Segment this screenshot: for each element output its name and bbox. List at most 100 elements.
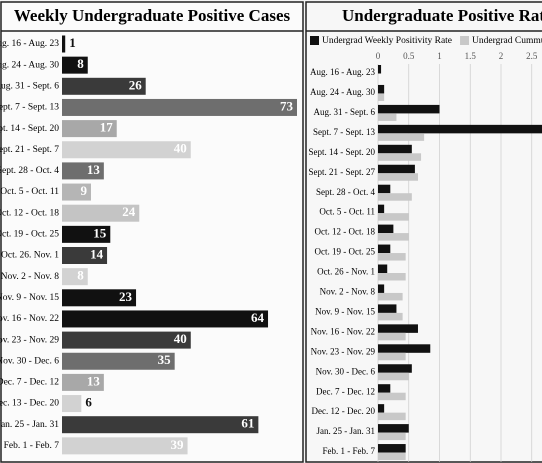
y-tick-label: Dec. 12 - Dec. 20 [312,406,376,416]
y-tick-label: Aug. 16 - Aug. 23 [310,67,375,77]
y-tick-label: Nov. 23 - Nov. 29 [311,346,376,356]
x-tick-label: 1 [437,51,442,61]
y-tick-label: Oct. 12 - Oct. 18 [315,227,376,237]
y-tick-label: Sept. 28 - Oct. 4 [0,166,59,176]
y-tick-label: Oct. 19 - Oct. 25 [0,230,59,240]
bar [62,247,108,264]
bar [378,124,542,134]
legend-label: Undergrad Weekly Positivity Rate [322,36,452,46]
y-tick-label: Feb. 1 - Feb. 7 [323,446,376,456]
bar [62,289,137,307]
value-label: 15 [93,225,107,240]
legend-swatch [460,36,470,45]
y-tick-label: Oct. 26 - Nov. 1 [317,267,375,277]
bar [62,331,191,349]
bar [378,113,397,121]
bar [62,204,140,222]
bar [378,253,406,261]
legend-swatch [310,36,319,45]
bar [378,213,409,221]
chart-title: Weekly Undergraduate Positive Cases [14,6,291,25]
y-tick-label: Aug. 16 - Aug. 23 [0,39,59,49]
y-tick-label: Oct. 12 - Oct. 18 [0,208,59,218]
y-tick-label: Feb. 1 - Feb. 7 [4,441,60,451]
x-tick-label: 0 [376,51,381,61]
value-label: 64 [251,310,265,325]
x-tick-label: 0.5 [403,51,415,61]
bar [62,395,82,413]
bar [378,424,409,433]
bar [378,364,412,373]
y-tick-label: Nov. 2 - Nov. 8 [320,287,376,297]
value-label: 40 [174,141,187,156]
bar [378,292,403,301]
y-tick-label: Nov. 16 - Nov. 22 [0,314,59,324]
bar [378,444,406,453]
y-tick-label: Jan. 25 - Jan. 31 [317,426,376,436]
bar [378,344,431,353]
bar [378,412,406,421]
y-tick-label: Nov. 2 - Nov. 8 [1,272,60,282]
value-label: 9 [80,183,87,198]
bar [378,224,394,234]
bar [378,133,425,141]
bar [378,304,397,313]
bar [378,233,409,241]
y-tick-label: Jan. 25 - Jan. 31 [0,420,59,430]
bar [62,437,188,455]
y-tick-label: Sept. 21 - Sept. 7 [0,145,59,155]
bar [378,84,385,94]
y-tick-label: Sept. 14 - Sept. 20 [0,124,59,134]
value-label: 1 [69,35,76,50]
value-label: 39 [171,437,185,452]
bar [62,162,104,180]
value-label: 17 [100,120,114,135]
value-label: 73 [280,98,294,113]
y-tick-label: Nov. 9 - Nov. 15 [0,293,59,303]
y-tick-label: Dec. 13 - Dec. 20 [0,399,59,409]
bar [378,264,388,273]
y-tick-label: Aug. 31 - Sept. 6 [314,107,376,117]
chart-title: Undergraduate Positive Rate at [342,6,542,25]
bar [62,56,88,74]
bar [378,384,391,393]
bar [378,173,418,181]
y-tick-label: Oct. 26. Nov. 1 [1,251,59,261]
bar [62,141,191,159]
bar [62,35,66,53]
bar [62,120,117,138]
bar [378,164,415,174]
bar [378,144,412,154]
x-tick-label: 1.5 [465,51,477,61]
value-label: 6 [85,395,92,410]
bar [378,452,406,461]
value-label: 13 [87,373,101,388]
y-tick-label: Sept. 21 - Sept. 27 [309,167,376,177]
bar [378,372,409,381]
bar [378,104,440,114]
bar [378,284,385,293]
bar [378,404,385,413]
bar [62,310,269,328]
value-label: 35 [158,352,172,367]
value-label: 24 [122,204,136,219]
bar [378,324,418,333]
bar [378,204,385,214]
bar [62,373,104,391]
x-tick-label: 2.5 [526,51,538,61]
bar [62,416,259,434]
bar [378,312,403,321]
y-tick-label: Aug. 24 - Aug. 30 [310,87,375,97]
bar [62,98,297,116]
bar [62,225,111,243]
y-tick-label: Aug. 31 - Sept. 6 [0,81,59,91]
value-label: 40 [174,331,187,346]
left-panel [0,1,304,463]
bar [378,332,406,341]
y-tick-label: Aug. 24 - Aug. 30 [0,60,59,70]
y-tick-label: Nov. 9 - Nov. 15 [315,306,375,316]
bar [62,77,146,95]
legend-label: Undergrad Cummulati [472,36,542,46]
value-label: 8 [77,56,84,71]
y-tick-label: Nov. 30 - Dec. 6 [316,366,376,376]
